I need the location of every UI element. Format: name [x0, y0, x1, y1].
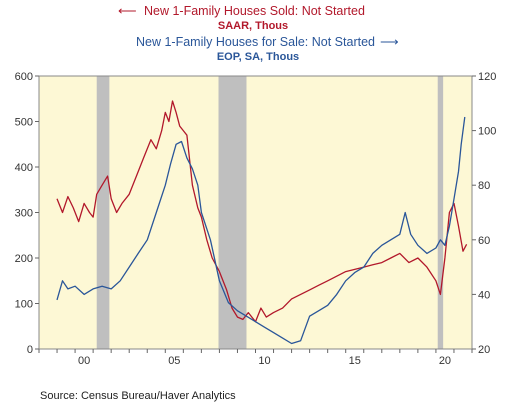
y-right-tick-label: 20	[478, 344, 490, 356]
y-right-tick-label: 80	[478, 180, 490, 192]
source-note: Source: Census Bureau/Haver Analytics	[40, 390, 236, 402]
y-left-tick-label: 400	[15, 162, 33, 174]
y-left-tick-label: 100	[15, 299, 33, 311]
x-tick-label: 15	[349, 355, 361, 367]
axes: 0 100 200 300 400 500 600 20 40 60 80 100 120 00 05 10 1…	[15, 71, 497, 367]
y-left-tick-label: 0	[27, 344, 33, 356]
y-left-tick-label: 600	[15, 71, 33, 83]
recession-band-0	[96, 76, 110, 349]
x-tick-label: 05	[168, 355, 180, 367]
x-tick-label: 10	[258, 355, 270, 367]
y-left-tick-label: 500	[15, 117, 33, 129]
x-tick-label: 20	[439, 355, 451, 367]
recession-band-2	[437, 76, 444, 349]
recession-bands	[96, 76, 444, 349]
series-line-left	[56, 100, 468, 323]
y-left-tick-label: 200	[15, 253, 33, 265]
series-line-right	[56, 116, 466, 345]
legend-right-arrow: ⟶	[380, 34, 399, 49]
y-right-tick-label: 100	[478, 126, 496, 138]
legend-right-subtitle: EOP, SA, Thous	[217, 51, 299, 63]
legend-left: ⟵ New 1-Family Houses Sold: Not Started …	[118, 3, 365, 32]
y-right-tick-label: 40	[478, 289, 490, 301]
legend-left-arrow: ⟵	[118, 3, 137, 18]
y-right-tick-label: 120	[478, 71, 496, 83]
x-tick-label: 00	[78, 355, 90, 367]
series-lines	[56, 100, 468, 345]
plot-background	[39, 76, 472, 349]
y-right-tick-label: 60	[478, 235, 490, 247]
legend-left-subtitle: SAAR, Thous	[218, 20, 288, 32]
recession-band-1	[218, 76, 247, 349]
y-left-tick-label: 300	[15, 208, 33, 220]
legend-right: New 1-Family Houses for Sale: Not Starte…	[136, 34, 399, 63]
legend-right-title: New 1-Family Houses for Sale: Not Starte…	[136, 35, 375, 49]
legend-left-title: New 1-Family Houses Sold: Not Started	[144, 4, 365, 18]
